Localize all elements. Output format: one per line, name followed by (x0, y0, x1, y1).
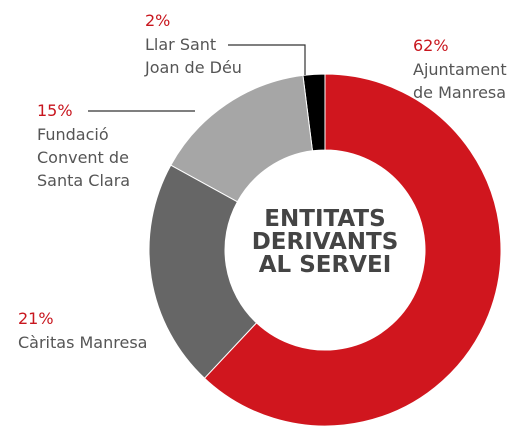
donut-segment (148, 164, 258, 380)
category-label: Càritas Manresa (18, 333, 147, 352)
category-label: Fundació Convent de Santa Clara (37, 125, 130, 190)
value-label: 62% (413, 36, 449, 55)
value-label: 21% (18, 309, 54, 328)
category-label: Llar Sant Joan de Déu (144, 35, 242, 77)
leader-line (228, 44, 306, 75)
donut-segment (203, 73, 502, 427)
chart-title: ENTITATS DERIVANTS AL SERVEI (252, 206, 399, 278)
value-label: 15% (37, 101, 73, 120)
value-label: 2% (145, 11, 170, 30)
category-label: Ajuntament de Manresa (413, 60, 507, 102)
donut-segment (170, 74, 314, 203)
